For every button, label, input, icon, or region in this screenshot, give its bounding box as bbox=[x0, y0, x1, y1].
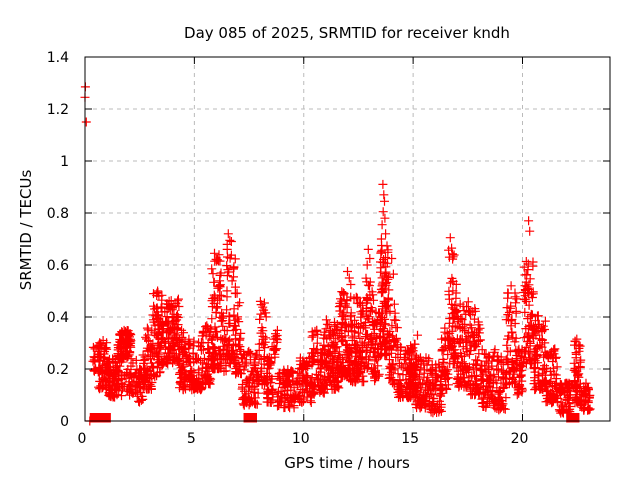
y-tick-label: 0.8 bbox=[47, 206, 69, 222]
plot-border bbox=[84, 56, 611, 422]
scatter-points bbox=[80, 82, 595, 426]
zero-value-marker-run bbox=[89, 413, 111, 423]
zero-value-marker-run bbox=[243, 413, 257, 423]
y-tick-label: 0 bbox=[60, 414, 69, 430]
x-tick-label: 15 bbox=[401, 431, 419, 447]
x-tick-label: 0 bbox=[78, 431, 87, 447]
y-tick-label: 0.4 bbox=[47, 310, 69, 326]
y-tick-label: 1.4 bbox=[47, 50, 69, 66]
y-tick-label: 1.2 bbox=[47, 102, 69, 118]
data-point-markers bbox=[80, 82, 595, 426]
x-tick-label: 10 bbox=[292, 431, 310, 447]
y-tick-label: 0.6 bbox=[47, 258, 69, 274]
axis-tick-labels: 0 5 10 15 20 0 0.2 0.4 0.6 0.8 1 1.2 1.4 bbox=[47, 50, 529, 447]
axis-ticks bbox=[84, 56, 610, 422]
chart-title: Day 085 of 2025, SRMTID for receiver knd… bbox=[184, 24, 510, 42]
y-tick-label: 1 bbox=[60, 154, 69, 170]
x-tick-label: 20 bbox=[511, 431, 529, 447]
y-axis-label: SRMTID / TECUs bbox=[17, 170, 35, 291]
x-tick-label: 5 bbox=[187, 431, 196, 447]
x-axis-label: GPS time / hours bbox=[284, 454, 410, 472]
y-tick-label: 0.2 bbox=[47, 362, 69, 378]
zero-value-marker-run bbox=[566, 413, 580, 423]
